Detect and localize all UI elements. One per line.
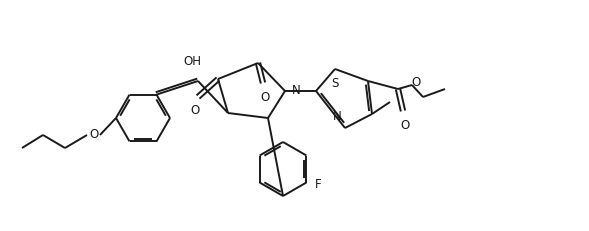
Text: S: S	[331, 77, 339, 90]
Text: OH: OH	[183, 55, 201, 68]
Text: O: O	[411, 76, 421, 89]
Text: O: O	[190, 104, 200, 117]
Text: N: N	[333, 110, 342, 123]
Text: O: O	[260, 91, 270, 104]
Text: F: F	[315, 178, 321, 191]
Text: O: O	[90, 128, 98, 142]
Text: N: N	[292, 85, 301, 97]
Text: O: O	[401, 119, 409, 132]
